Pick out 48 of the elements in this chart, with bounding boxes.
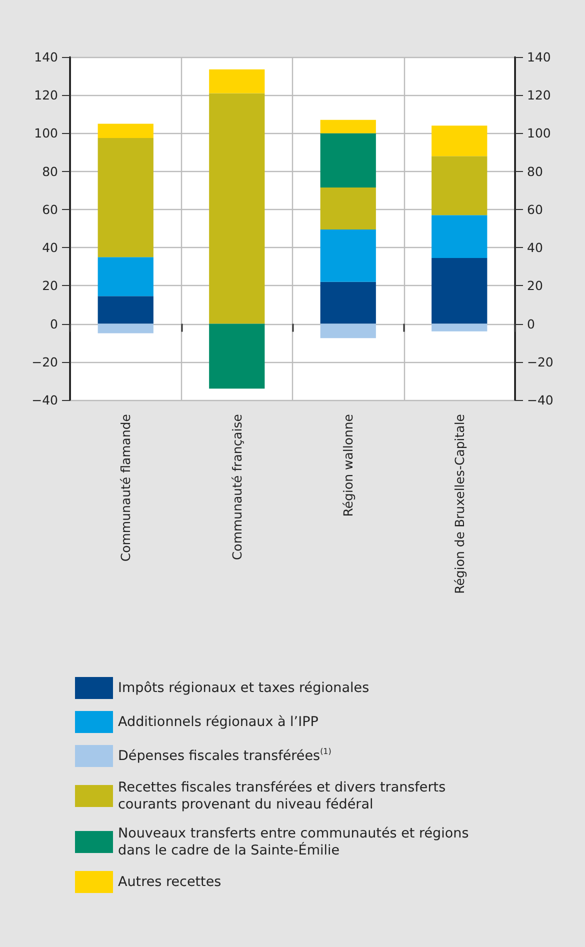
x-tick-label: Région de Bruxelles-Capitale bbox=[452, 414, 467, 594]
bar bbox=[209, 93, 265, 324]
y-tick-label: 120 bbox=[34, 88, 58, 103]
bar bbox=[98, 138, 154, 258]
y2-tick-label: 40 bbox=[527, 240, 543, 256]
y-tick-label: 40 bbox=[42, 240, 58, 256]
y-tick-label: −40 bbox=[32, 392, 58, 408]
bar bbox=[432, 258, 488, 324]
bar bbox=[320, 120, 376, 134]
y2-tick-label: 60 bbox=[527, 202, 543, 217]
bar bbox=[98, 324, 154, 334]
legend-label: Autres recettes bbox=[118, 874, 222, 890]
y-tick-label: −20 bbox=[32, 354, 58, 370]
x-tick-label: Région wallonne bbox=[340, 414, 356, 517]
bar bbox=[432, 156, 488, 216]
bar bbox=[320, 229, 376, 282]
y2-tick-label: 80 bbox=[527, 164, 543, 179]
bar bbox=[320, 188, 376, 230]
bar bbox=[320, 324, 376, 338]
y2-tick-label: 120 bbox=[527, 88, 551, 103]
bar bbox=[209, 69, 265, 94]
y-tick-label: 0 bbox=[50, 316, 58, 332]
y2-tick-label: 20 bbox=[527, 278, 543, 294]
bar bbox=[320, 133, 376, 188]
legend-label: Additionnels régionaux à l’IPP bbox=[118, 714, 318, 730]
y2-tick-label: 0 bbox=[527, 316, 535, 332]
bar bbox=[432, 324, 488, 332]
y-tick-label: 100 bbox=[34, 126, 58, 141]
bar bbox=[209, 324, 265, 389]
y-tick-label: 60 bbox=[42, 202, 58, 217]
bar bbox=[432, 215, 488, 258]
legend-label: Impôts régionaux et taxes régionales bbox=[118, 680, 370, 696]
y2-tick-label: 100 bbox=[527, 126, 551, 141]
y-tick-label: 80 bbox=[42, 164, 58, 179]
legend-label: Nouveaux transferts entre communautés et régions dans le cadre de la Sainte-Émilie bbox=[118, 826, 469, 858]
bar bbox=[98, 257, 154, 296]
bar bbox=[320, 282, 376, 324]
bar bbox=[432, 126, 488, 156]
bar bbox=[98, 296, 154, 324]
x-tick-label: Communauté française bbox=[229, 414, 244, 560]
x-tick-label: Communauté flamande bbox=[118, 414, 134, 562]
y-tick-label: 20 bbox=[42, 278, 58, 294]
y2-tick-label: −40 bbox=[527, 392, 554, 408]
legend-label: Recettes fiscales transférées et divers transferts courants provenant du niveau fédéral bbox=[118, 780, 446, 812]
bar bbox=[98, 124, 154, 138]
y2-tick-label: 140 bbox=[527, 50, 551, 64]
y-tick-label: 140 bbox=[34, 50, 58, 64]
y2-tick-label: −20 bbox=[527, 354, 554, 370]
